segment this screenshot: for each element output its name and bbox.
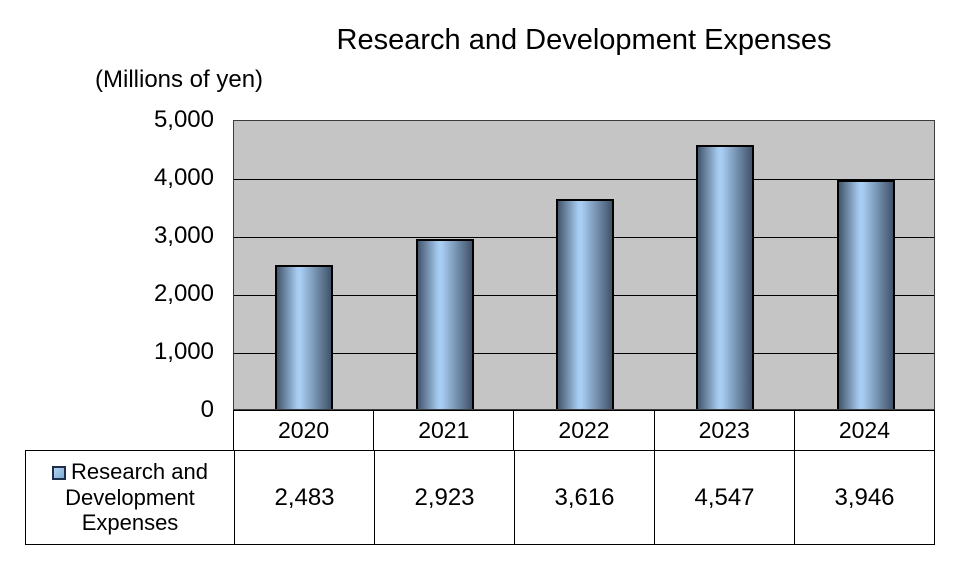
value-cell-2021: 2,923 — [374, 451, 514, 544]
category-cell-2021: 2021 — [373, 411, 513, 450]
category-cell-2023: 2023 — [653, 411, 794, 450]
category-cell-2024: 2024 — [793, 411, 934, 450]
y-tick-label: 5,000 — [153, 106, 214, 133]
legend-label: Research and Development Expenses — [30, 459, 230, 537]
bar-2022 — [556, 199, 614, 409]
y-axis-tick-labels: 5,000 4,000 3,000 2,000 1,000 0 — [80, 106, 214, 423]
value-cell-2024: 3,946 — [794, 451, 934, 544]
bar-2024 — [836, 180, 895, 409]
x-axis-category-row: 2020 2021 2022 2023 2024 — [233, 410, 935, 450]
category-cell-2022: 2022 — [513, 411, 653, 450]
y-axis-units-label: (Millions of yen) — [95, 66, 264, 93]
y-tick-label: 4,000 — [153, 164, 214, 191]
category-cell-2020: 2020 — [278, 417, 330, 443]
bar-2023 — [696, 145, 755, 409]
bar-2020 — [275, 265, 334, 409]
y-tick-label: 3,000 — [153, 222, 214, 249]
legend-cell: Research and Development Expenses — [26, 451, 234, 544]
y-tick-label: 2,000 — [153, 280, 214, 307]
data-table-row: Research and Development Expenses 2,483 2… — [25, 450, 935, 545]
series-legend-marker-icon — [52, 465, 66, 480]
value-cell-2023: 4,547 — [654, 451, 794, 544]
y-tick-label: 1,000 — [153, 338, 214, 365]
y-tick-label: 0 — [200, 396, 214, 423]
gridline — [234, 179, 934, 180]
value-cell-2022: 3,616 — [514, 451, 654, 544]
plot-area — [233, 120, 935, 410]
bar-2021 — [415, 239, 474, 409]
value-cell-2020: 2,483 — [234, 451, 374, 544]
chart-title: Research and Development Expenses — [336, 24, 832, 56]
